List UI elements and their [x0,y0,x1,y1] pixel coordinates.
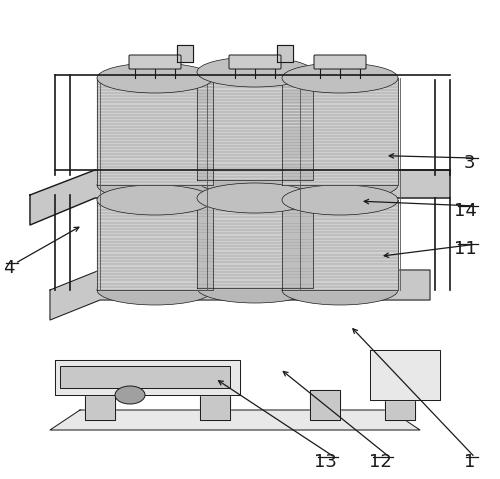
Ellipse shape [197,183,313,213]
Text: 11: 11 [454,240,477,258]
Ellipse shape [115,386,145,404]
FancyBboxPatch shape [229,55,281,69]
Polygon shape [282,200,398,290]
Text: 13: 13 [314,454,337,471]
Bar [60,366,230,388]
Ellipse shape [97,185,213,215]
Text: 12: 12 [369,454,392,471]
Text: 1: 1 [464,454,475,471]
Polygon shape [30,170,450,225]
Text: 3: 3 [464,154,475,172]
Ellipse shape [197,273,313,303]
FancyBboxPatch shape [314,55,366,69]
Polygon shape [97,200,213,290]
Text: 14: 14 [454,202,477,220]
Polygon shape [385,390,415,420]
Polygon shape [370,350,440,400]
Ellipse shape [97,275,213,305]
Ellipse shape [282,170,398,200]
Ellipse shape [282,63,398,93]
Polygon shape [197,72,313,180]
Polygon shape [55,360,240,395]
FancyBboxPatch shape [129,55,181,69]
Polygon shape [50,410,420,430]
Polygon shape [310,390,340,420]
Text: 4: 4 [4,260,15,277]
Ellipse shape [197,57,313,87]
Polygon shape [85,390,115,420]
Polygon shape [197,198,313,288]
Polygon shape [177,45,193,62]
Polygon shape [277,45,293,62]
Ellipse shape [97,170,213,200]
Ellipse shape [97,63,213,93]
Polygon shape [50,270,430,320]
Ellipse shape [282,275,398,305]
Ellipse shape [197,165,313,195]
Polygon shape [97,78,213,185]
Polygon shape [282,78,398,185]
Ellipse shape [282,185,398,215]
Polygon shape [200,390,230,420]
